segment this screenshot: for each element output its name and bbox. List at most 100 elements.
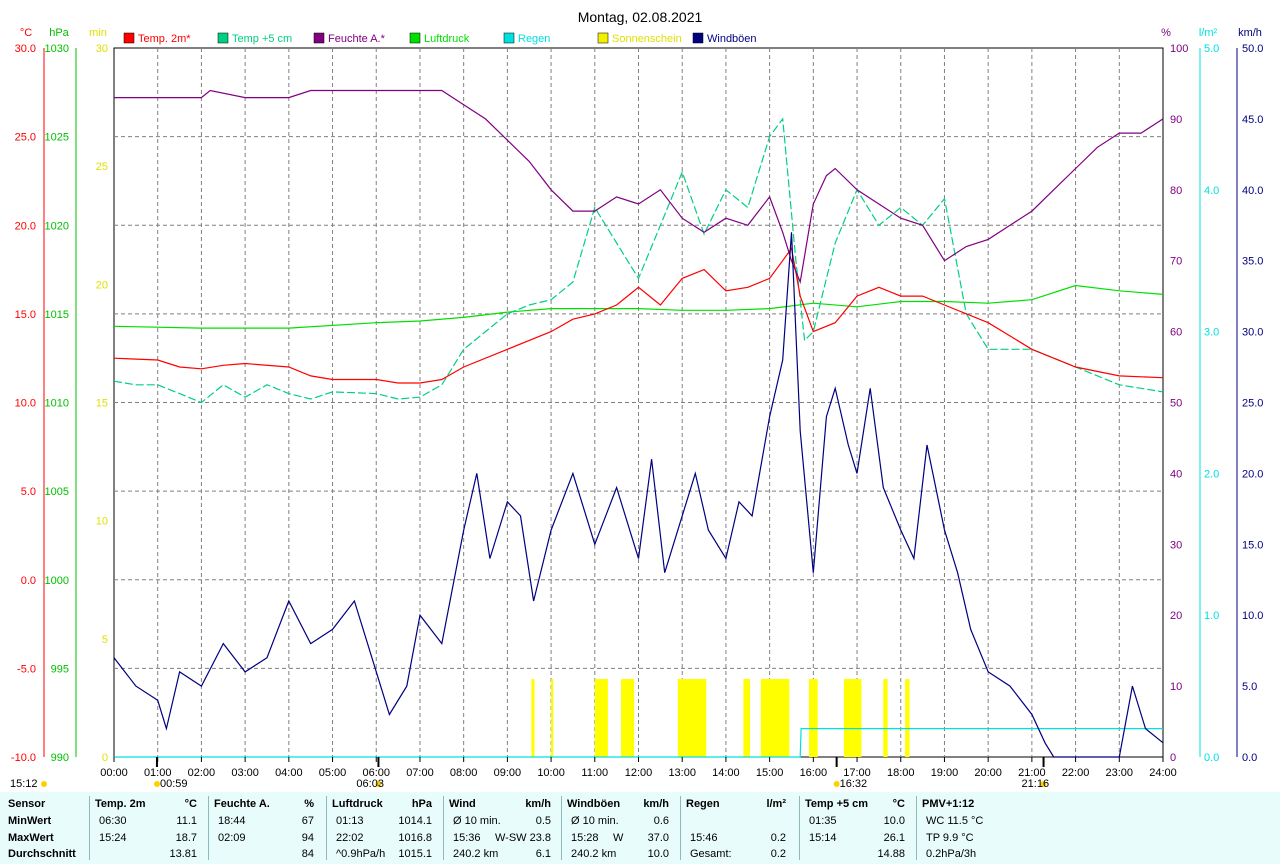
stats-max-value: 23.8 (529, 832, 551, 844)
stats-separator (89, 796, 90, 860)
wind-tick-label: 25.0 (1242, 398, 1263, 410)
pressure-tick-label: 995 (51, 663, 69, 675)
stats-separator (208, 796, 209, 860)
legend-label: Temp. 2m* (138, 33, 191, 45)
stats-column: Feuchte A.% 18:44 67 02:09 94 84 (212, 792, 320, 864)
temp-tick-label: 5.0 (21, 486, 36, 498)
wind-tick-label: 15.0 (1242, 539, 1263, 551)
sun-icon (41, 781, 47, 787)
sun-tick-label: 10 (96, 516, 108, 528)
temp-tick-label: -5.0 (17, 663, 36, 675)
x-tick-label: 03:00 (231, 767, 259, 779)
x-tick-label: 21:00 (1018, 767, 1046, 779)
temp-tick-label: 0.0 (21, 575, 36, 587)
sunshine-bar (743, 679, 750, 757)
x-tick-label: 20:00 (974, 767, 1002, 779)
humidity-tick-label: 70 (1170, 256, 1182, 268)
stats-max-direction: W (613, 832, 624, 844)
temp-tick-label: 15.0 (15, 309, 36, 321)
stats-avg-extra: Gesamt: (690, 848, 732, 860)
stats-max-time: 22:02 (336, 832, 364, 844)
sunshine-bars (531, 679, 910, 757)
pressure-unit-label: hPa (49, 27, 69, 39)
x-tick-label: 01:00 (144, 767, 172, 779)
stats-column: Luftdruck hPa 01:13 1014.1 22:02 1016.8 ^0.9hP… (330, 792, 438, 864)
stats-min-value: 67 (301, 815, 314, 827)
stats-unit: km/h (525, 798, 551, 810)
marker-label: 15:12 (10, 778, 38, 790)
stats-max-time: 15:24 (99, 832, 127, 844)
sunshine-bar (883, 679, 888, 757)
sunshine-bar (551, 679, 554, 757)
series-lines (113, 89, 1164, 758)
stats-header: Temp +5 cm (805, 798, 869, 810)
legend-label: Sonnenschein (612, 33, 682, 45)
stats-separator (443, 796, 444, 860)
stats-unit: km/h (643, 798, 669, 810)
legend-label: Regen (518, 33, 550, 45)
stats-unit: °C (892, 798, 905, 810)
wind-tick-label: 50.0 (1242, 43, 1263, 55)
sun-icon (375, 781, 382, 787)
x-tick-label: 02:00 (188, 767, 216, 779)
pressure-tick-label: 1020 (45, 220, 69, 232)
x-tick-label: 23:00 (1106, 767, 1134, 779)
stats-min-time: 18:44 (218, 815, 246, 827)
series-line-temp-2m- (113, 246, 1164, 384)
x-tick-label: 10:00 (537, 767, 565, 779)
stats-separator (680, 796, 681, 860)
series-line-feuchte-a- (114, 89, 1164, 285)
stats-column: Temp +5 cm °C 01:35 10.0 15:14 26.1 14.88 (803, 792, 911, 864)
legend-swatch (597, 32, 609, 44)
wind-tick-label: 45.0 (1242, 114, 1263, 126)
humidity-tick-label: 0 (1170, 752, 1176, 764)
temp-tick-label: 20.0 (15, 220, 36, 232)
series-line-windb-en (113, 232, 1164, 758)
humidity-tick-label: 50 (1170, 398, 1182, 410)
wind-tick-label: 20.0 (1242, 468, 1263, 480)
x-tick-label: 16:00 (800, 767, 828, 779)
stats-min-value: 11.1 (176, 815, 197, 827)
sunshine-bar (905, 679, 910, 757)
x-tick-label: 14:00 (712, 767, 740, 779)
humidity-tick-label: 80 (1170, 185, 1182, 197)
stats-avg-value: 84 (301, 848, 314, 860)
sun-tick-label: 20 (96, 279, 108, 291)
chart-title: Montag, 02.08.2021 (578, 9, 703, 25)
stats-avg-extra: 0.2hPa/3h (926, 848, 977, 860)
stats-separator (326, 796, 327, 860)
sun-tick-label: 5 (102, 634, 108, 646)
stats-header: Wind (449, 798, 476, 810)
stats-separator (561, 796, 562, 860)
stats-avg-extra: 240.2 km (453, 848, 499, 860)
rain-tick-label: 2.0 (1204, 468, 1219, 480)
stats-panel: Sensor MinWert MaxWert Durchschnitt Temp… (0, 792, 1280, 864)
humidity-unit-label: % (1161, 27, 1171, 39)
legend-swatch (123, 32, 135, 44)
legend-swatch (503, 32, 515, 44)
legend-swatch (692, 32, 704, 44)
legend-label: Feuchte A.* (328, 33, 386, 45)
x-tick-label: 18:00 (887, 767, 915, 779)
row-label-avg: Durchschnitt (8, 848, 76, 860)
marker-label: 21:16 (1022, 778, 1050, 790)
humidity-tick-label: 10 (1170, 681, 1182, 693)
stats-avg-value: 13.81 (169, 848, 197, 860)
stats-max-time: 15:28 (571, 832, 599, 844)
wind-unit-label: km/h (1238, 27, 1262, 39)
stats-header: Regen (686, 798, 720, 810)
x-tick-label: 04:00 (275, 767, 303, 779)
stats-column: Temp. 2m °C 06:30 11.1 15:24 18.7 13.81 (93, 792, 203, 864)
temp-unit-label: °C (20, 27, 32, 39)
legend-label: Luftdruck (424, 33, 470, 45)
stats-header: PMV+1:12 (922, 798, 975, 810)
stats-max-time: 15:14 (809, 832, 837, 844)
stats-min-value: 0.6 (653, 815, 669, 827)
x-tick-label: 24:00 (1149, 767, 1177, 779)
stats-max-value: 0.2 (770, 832, 786, 844)
sun-tick-label: 25 (96, 161, 108, 173)
stats-max-value: 26.1 (883, 832, 905, 844)
moon-icon (833, 781, 840, 787)
rain-tick-label: 4.0 (1204, 185, 1219, 197)
stats-unit: °C (184, 798, 197, 810)
